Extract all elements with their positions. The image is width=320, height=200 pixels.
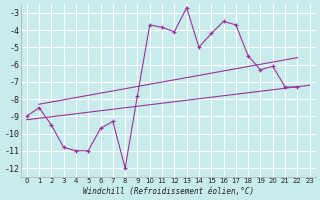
X-axis label: Windchill (Refroidissement éolien,°C): Windchill (Refroidissement éolien,°C) — [83, 187, 254, 196]
